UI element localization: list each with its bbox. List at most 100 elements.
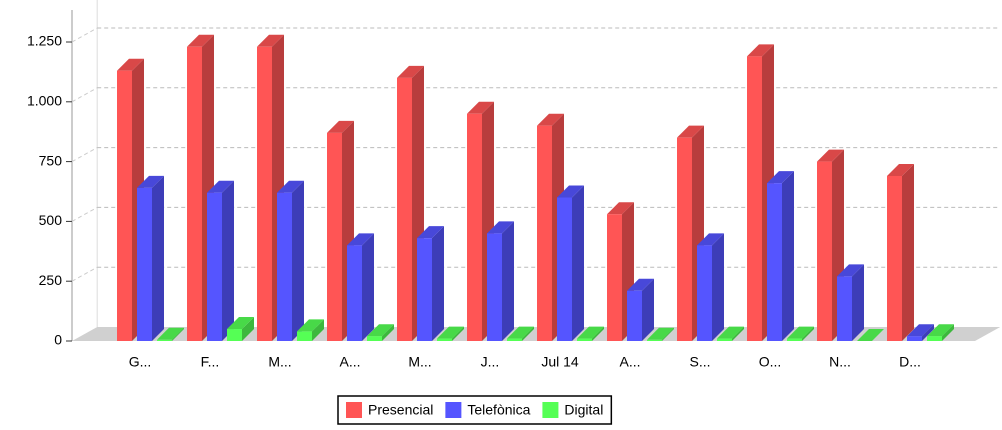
x-tick-label: Jul 14 [541,354,579,370]
bar-side [852,264,864,341]
bar [647,339,662,341]
bar-top [347,233,374,246]
bar-side [902,163,914,341]
bar-side [732,326,744,341]
bar-side [432,226,444,341]
x-tick-label: A... [339,354,360,370]
bar-side [922,324,934,341]
bar [227,329,242,341]
bar-side [382,324,394,341]
bar [677,137,692,341]
bar-side [942,324,954,341]
bar-top [907,324,934,337]
grid-connector [71,147,98,163]
y-tick-label: 1.250 [27,33,62,49]
legend-swatch [542,402,559,418]
bar-top [647,327,674,340]
bar-side [522,326,534,341]
bar-top [257,34,284,47]
bar [627,290,642,341]
bar-side [642,278,654,341]
bar-side [802,326,814,341]
bar-top [577,326,604,339]
bar-top [627,278,654,291]
bar [607,214,622,341]
bar [747,56,762,342]
bar-top [397,65,424,78]
bar [207,192,222,341]
bar-top [677,125,704,138]
bar [557,197,572,341]
x-tick-label: S... [689,354,710,370]
x-tick-label: O... [759,354,782,370]
bar-side [502,221,514,341]
bar [367,336,382,341]
x-tick-label: N... [829,354,851,370]
bar-side [292,180,304,341]
bar-top [367,324,394,337]
bar [927,336,942,341]
bar-top [557,185,584,198]
y-tick-label: 1.000 [27,93,62,109]
legend-label: Telefònica [467,402,530,418]
bar-side [782,171,794,341]
grid-connector [71,87,98,103]
bar [817,161,832,341]
bar-side [172,327,184,341]
bar-top [207,180,234,193]
bar [767,183,782,341]
bar-side [242,317,254,341]
bar-top [277,180,304,193]
x-tick-label: M... [268,354,291,370]
bar-top [857,329,884,341]
bar-side [592,326,604,341]
bar-side [712,233,724,341]
bar-side [312,319,324,341]
bar [887,175,902,341]
bar-top [837,264,864,277]
bar-top [227,317,254,330]
legend-label: Digital [564,402,603,418]
bar [117,70,132,341]
grid-connector [71,27,98,43]
bar-top [817,149,844,162]
bar [837,276,852,341]
bar-side [222,180,234,341]
bar [717,338,732,341]
bar-side [362,233,374,341]
bar [187,46,202,342]
y-tick-label: 500 [39,212,63,228]
legend-label: Presencial [368,402,433,418]
grid-connector [71,206,98,222]
x-tick-label: G... [129,354,152,370]
bar [277,192,292,341]
bar [507,338,522,341]
x-tick-label: F... [201,354,220,370]
y-tick-label: 750 [39,152,63,168]
y-tick-label: 0 [54,332,62,348]
bar-top [117,58,144,71]
bar-side [662,327,674,341]
legend-box [337,395,613,425]
legend: Presencial Telefònica Digital [337,395,613,425]
bar-top [417,226,444,239]
bar-top [187,34,214,47]
bar [577,338,592,341]
bar [327,132,342,341]
bar [437,338,452,341]
bar [787,338,802,341]
bar-top [157,327,184,340]
bar-top [507,326,534,339]
bar [157,339,172,341]
bar-top [437,326,464,339]
bar [697,245,712,341]
bar [417,238,432,341]
bar [487,233,502,341]
bar-top [297,319,324,332]
bar-top [747,44,774,57]
x-tick-label: J... [481,354,500,370]
bar-side [452,326,464,341]
bar [257,46,272,342]
bar-side [152,175,164,341]
